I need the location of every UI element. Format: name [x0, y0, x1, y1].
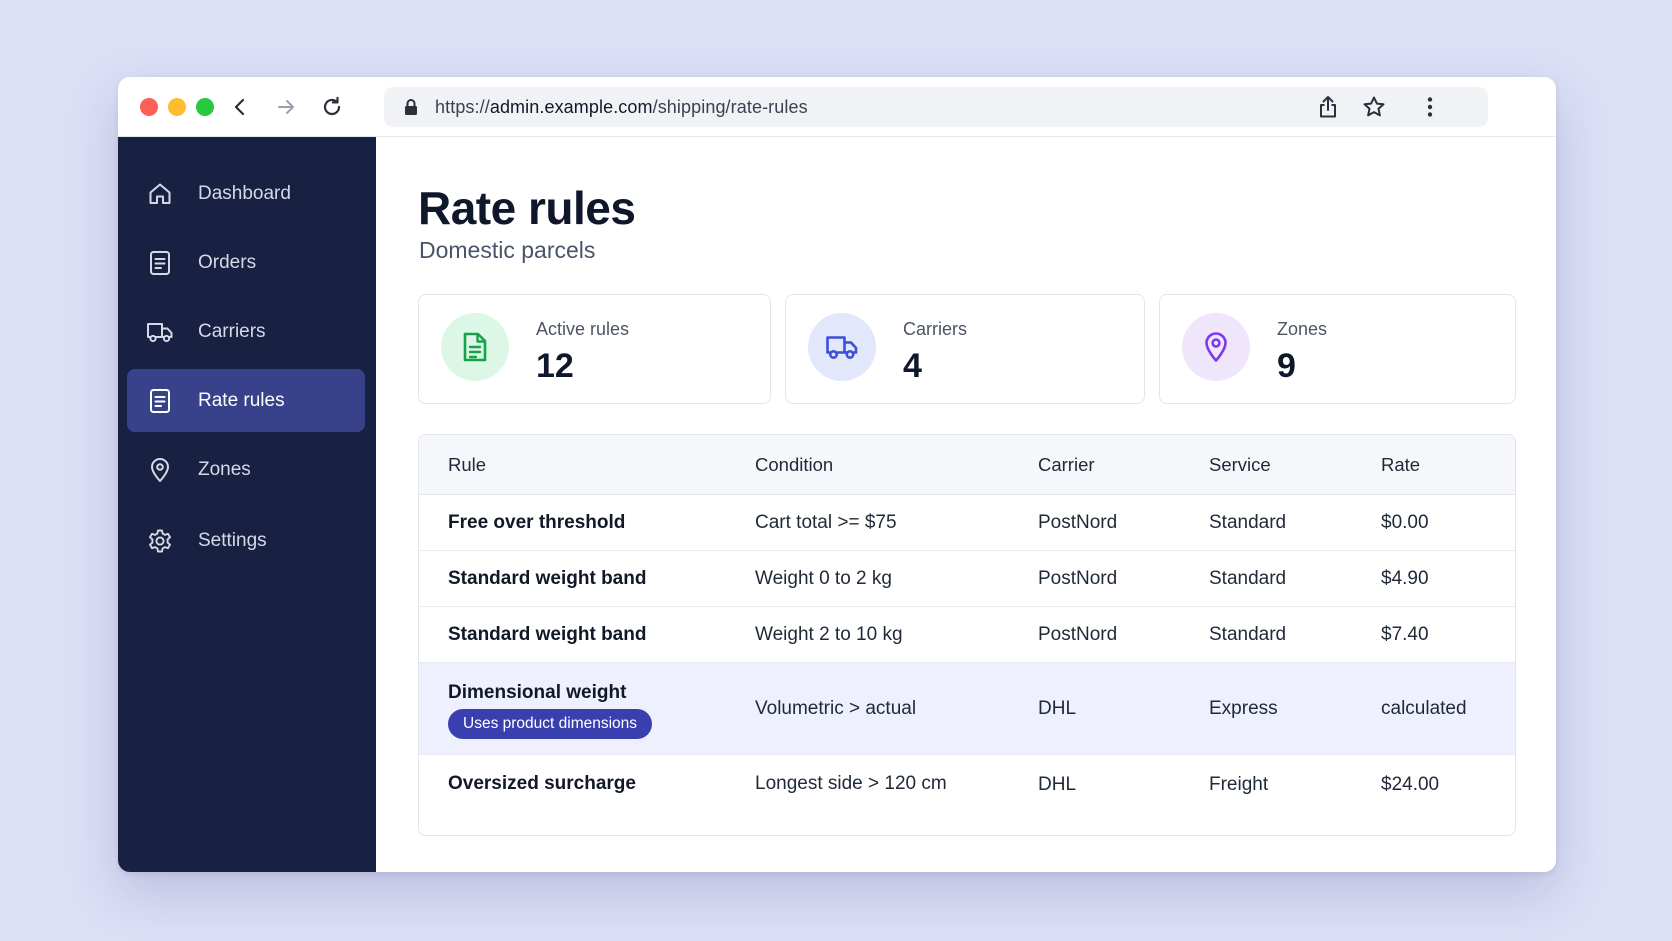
column-header-rate[interactable]: Rate — [1381, 454, 1421, 475]
sidebar-item-label: Dashboard — [198, 183, 291, 204]
rule-rate: $7.40 — [1381, 624, 1429, 645]
url-path: /shipping/rate-rules — [652, 97, 808, 117]
stat-card-active-rules: Active rules 12 — [418, 294, 771, 404]
back-button[interactable] — [226, 93, 254, 121]
column-header-condition[interactable]: Condition — [755, 454, 834, 475]
browser-toolbar: https://admin.example.com/shipping/rate-… — [118, 77, 1556, 137]
sidebar-item-rate-rules[interactable]: Rate rules — [127, 369, 365, 432]
table-header: Rule Condition Carrier Service Rate — [419, 435, 1515, 495]
reload-button[interactable] — [318, 93, 346, 121]
rule-carrier: DHL — [1038, 774, 1077, 795]
document-icon — [441, 313, 509, 381]
share-icon — [1320, 96, 1336, 118]
sidebar-item-zones[interactable]: Zones — [127, 438, 365, 501]
rule-name: Dimensional weight — [448, 682, 627, 703]
minimize-window-button[interactable] — [168, 98, 186, 116]
lock-icon — [405, 99, 417, 115]
rule-service: Standard — [1209, 512, 1287, 533]
rule-name: Free over threshold — [448, 512, 626, 533]
stat-card-carriers: Carriers 4 — [785, 294, 1145, 404]
sidebar-item-label: Orders — [198, 252, 257, 273]
stat-value: 12 — [536, 347, 574, 385]
rule-service: Express — [1209, 698, 1278, 719]
sidebar-item-label: Rate rules — [198, 390, 285, 411]
maximize-window-button[interactable] — [196, 98, 214, 116]
stat-label: Carriers — [903, 319, 968, 339]
column-header-carrier[interactable]: Carrier — [1038, 454, 1095, 475]
document-icon — [146, 249, 174, 277]
forward-button[interactable] — [272, 93, 300, 121]
rule-rate: calculated — [1381, 698, 1467, 719]
arrow-right-icon — [278, 100, 294, 114]
rule-carrier: PostNord — [1038, 512, 1118, 533]
column-header-service[interactable]: Service — [1209, 454, 1271, 475]
sidebar-item-settings[interactable]: Settings — [127, 509, 365, 572]
page-subtitle: Domestic parcels — [419, 237, 596, 263]
uses-dimensions-badge: Uses product dimensions — [448, 709, 653, 739]
sidebar-item-label: Settings — [198, 530, 267, 551]
rule-condition: Weight 0 to 2 kg — [755, 568, 892, 589]
close-window-button[interactable] — [140, 98, 158, 116]
main-content: Rate rules Domestic parcels Active rules… — [376, 137, 1556, 872]
sidebar-item-carriers[interactable]: Carriers — [127, 300, 365, 363]
reload-icon — [323, 96, 341, 116]
table-row-highlighted[interactable]: Dimensional weight Uses product dimensio… — [419, 663, 1515, 755]
table-row[interactable]: Oversized surcharge Longest side > 120 c… — [419, 755, 1515, 815]
stat-label: Active rules — [536, 319, 630, 339]
stat-card-zones: Zones 9 — [1159, 294, 1516, 404]
table-row[interactable]: Standard weight band Weight 0 to 2 kg Po… — [419, 551, 1515, 607]
rule-condition: Longest side > 120 cm — [755, 773, 947, 794]
share-button[interactable] — [1314, 93, 1342, 121]
gear-icon — [146, 527, 174, 555]
menu-button[interactable] — [1416, 93, 1444, 121]
rule-name: Standard weight band — [448, 624, 647, 645]
stat-value: 4 — [903, 347, 922, 385]
sidebar-item-label: Zones — [198, 459, 251, 480]
rule-carrier: PostNord — [1038, 624, 1118, 645]
bookmark-button[interactable] — [1360, 93, 1388, 121]
rule-condition: Weight 2 to 10 kg — [755, 624, 903, 645]
page-title: Rate rules — [418, 182, 636, 234]
table-row[interactable]: Free over threshold Cart total >= $75 Po… — [419, 495, 1515, 551]
rule-carrier: DHL — [1038, 698, 1077, 719]
more-vertical-icon — [1427, 97, 1433, 117]
rule-service: Standard — [1209, 624, 1287, 645]
rule-condition: Volumetric > actual — [755, 698, 917, 719]
url-scheme: https:// — [435, 97, 490, 117]
rule-condition: Cart total >= $75 — [755, 512, 897, 533]
sidebar-item-label: Carriers — [198, 321, 266, 342]
rule-name: Standard weight band — [448, 568, 647, 589]
browser-window: https://admin.example.com/shipping/rate-… — [118, 77, 1556, 872]
rule-service: Standard — [1209, 568, 1287, 589]
column-header-rule[interactable]: Rule — [448, 454, 487, 475]
rule-name: Oversized surcharge — [448, 773, 636, 794]
map-pin-icon — [146, 456, 174, 484]
rule-service: Freight — [1209, 774, 1269, 795]
table-row[interactable]: Standard weight band Weight 2 to 10 kg P… — [419, 607, 1515, 663]
url-host: admin.example.com — [489, 97, 653, 117]
home-icon — [146, 180, 174, 208]
stat-label: Zones — [1277, 319, 1328, 339]
url-text: https://admin.example.com/shipping/rate-… — [435, 87, 808, 127]
address-bar[interactable]: https://admin.example.com/shipping/rate-… — [384, 87, 1488, 127]
document-icon — [146, 387, 174, 415]
map-pin-icon — [1182, 313, 1250, 381]
star-icon — [1363, 96, 1385, 117]
rule-rate: $24.00 — [1381, 774, 1440, 795]
rule-carrier: PostNord — [1038, 568, 1118, 589]
chevron-left-icon — [234, 98, 245, 116]
truck-icon — [808, 313, 876, 381]
rule-rate: $0.00 — [1381, 512, 1429, 533]
sidebar: Dashboard Orders Carriers Rate rules Zon… — [118, 137, 376, 872]
sidebar-item-dashboard[interactable]: Dashboard — [127, 162, 365, 225]
stat-value: 9 — [1277, 347, 1296, 385]
rate-rules-table: Rule Condition Carrier Service Rate Free… — [418, 434, 1516, 836]
truck-icon — [146, 318, 174, 346]
sidebar-item-orders[interactable]: Orders — [127, 231, 365, 294]
rule-rate: $4.90 — [1381, 568, 1429, 589]
